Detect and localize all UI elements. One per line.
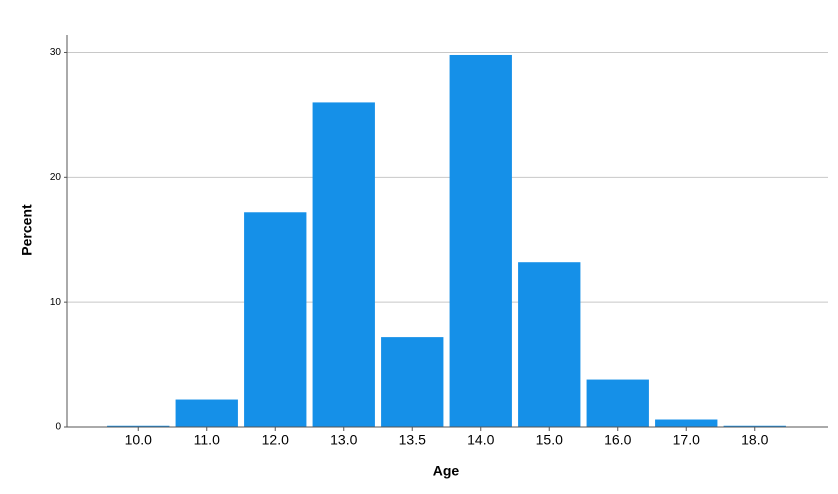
x-tick-label: 16.0 (604, 432, 631, 448)
y-tick-label: 10 (50, 297, 62, 308)
x-tick-label: 12.0 (262, 432, 289, 448)
y-axis-label: Percent (19, 204, 35, 256)
x-tick-label: 13.0 (330, 432, 357, 448)
y-tick-label: 30 (50, 47, 62, 58)
x-tick-label: 17.0 (673, 432, 700, 448)
bar (655, 419, 718, 427)
x-axis-label: Age (433, 463, 460, 479)
bar (723, 425, 786, 427)
bar (175, 399, 238, 427)
bar (381, 337, 444, 427)
x-tick-label: 14.0 (467, 432, 494, 448)
y-tick-label: 20 (50, 172, 62, 183)
x-tick-label: 18.0 (741, 432, 768, 448)
x-tick-label: 15.0 (536, 432, 563, 448)
y-tick-label: 0 (55, 422, 61, 433)
bar (244, 212, 307, 427)
x-tick-label: 13.5 (399, 432, 426, 448)
bar (518, 262, 581, 427)
bar (586, 379, 649, 427)
bar (107, 425, 170, 427)
bar (449, 54, 512, 428)
x-tick-label: 10.0 (125, 432, 152, 448)
x-tick-label: 11.0 (194, 432, 220, 448)
bar (312, 102, 375, 428)
